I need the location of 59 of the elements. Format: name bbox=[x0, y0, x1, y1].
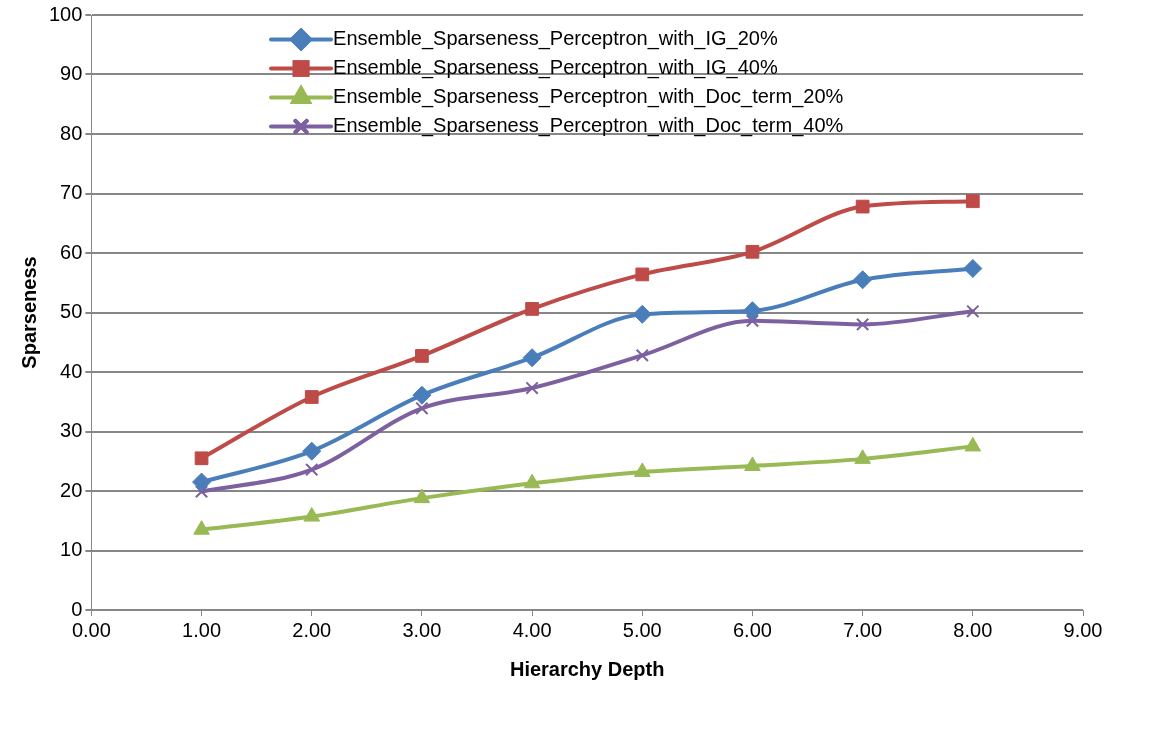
point bbox=[855, 199, 870, 214]
y-tick-label: 60 bbox=[60, 240, 83, 263]
legend-label: Ensemble_Sparseness_Perceptron_with_Doc_term_40% bbox=[333, 114, 844, 138]
point bbox=[742, 301, 762, 321]
y-tick-label: 80 bbox=[60, 121, 83, 144]
point bbox=[963, 258, 983, 278]
point bbox=[303, 507, 321, 522]
y-tick-label: 70 bbox=[60, 181, 83, 204]
x-tick-label: 6.00 bbox=[732, 618, 772, 641]
point bbox=[304, 390, 319, 404]
x-tick-label: 4.00 bbox=[512, 618, 552, 641]
point bbox=[192, 472, 212, 492]
y-tick-label: 10 bbox=[60, 538, 83, 561]
y-tick-label: 40 bbox=[60, 359, 83, 382]
point bbox=[745, 314, 760, 328]
point bbox=[745, 244, 760, 259]
point bbox=[415, 349, 429, 363]
point bbox=[302, 441, 322, 461]
point bbox=[193, 520, 210, 535]
legend-label: Ensemble_Sparseness_Perceptron_with_IG_40% bbox=[333, 56, 778, 80]
point bbox=[412, 385, 432, 405]
point bbox=[855, 317, 870, 332]
point bbox=[522, 348, 542, 368]
y-tick-label: 100 bbox=[48, 2, 83, 25]
y-tick-label: 20 bbox=[60, 478, 83, 501]
legend-label: Ensemble_Sparseness_Perceptron_with_IG_20% bbox=[333, 27, 778, 51]
x-tick-label: 2.00 bbox=[292, 618, 332, 641]
x-tick-label: 8.00 bbox=[953, 618, 993, 641]
point bbox=[635, 267, 650, 282]
point bbox=[853, 270, 873, 290]
point bbox=[413, 488, 431, 504]
point bbox=[633, 462, 651, 477]
point bbox=[964, 436, 982, 452]
point bbox=[965, 194, 980, 209]
legend-label: Ensemble_Sparseness_Perceptron_with_Doc_term_20% bbox=[333, 85, 844, 109]
point bbox=[744, 456, 761, 472]
y-tick-label: 30 bbox=[60, 419, 83, 442]
point bbox=[854, 449, 871, 464]
point bbox=[194, 451, 209, 466]
point bbox=[305, 462, 319, 477]
x-tick-label: 7.00 bbox=[843, 618, 883, 641]
x-tick-label: 9.00 bbox=[1063, 618, 1103, 641]
point bbox=[966, 304, 980, 318]
point bbox=[415, 401, 429, 415]
y-tick-label: 0 bbox=[71, 597, 83, 620]
point bbox=[635, 348, 649, 362]
x-axis-title: Hierarchy Depth bbox=[509, 657, 665, 680]
y-tick-label: 90 bbox=[60, 62, 83, 85]
point bbox=[525, 302, 539, 316]
x-tick-label: 0.00 bbox=[71, 618, 111, 641]
x-tick-label: 1.00 bbox=[182, 618, 222, 641]
y-axis-title: Sparseness bbox=[17, 256, 40, 369]
y-tick-label: 50 bbox=[60, 300, 83, 323]
point bbox=[523, 473, 541, 489]
x-tick-label: 3.00 bbox=[402, 618, 442, 641]
point bbox=[194, 484, 209, 499]
x-tick-label: 5.00 bbox=[622, 618, 662, 641]
point bbox=[525, 381, 539, 395]
point bbox=[632, 304, 652, 324]
